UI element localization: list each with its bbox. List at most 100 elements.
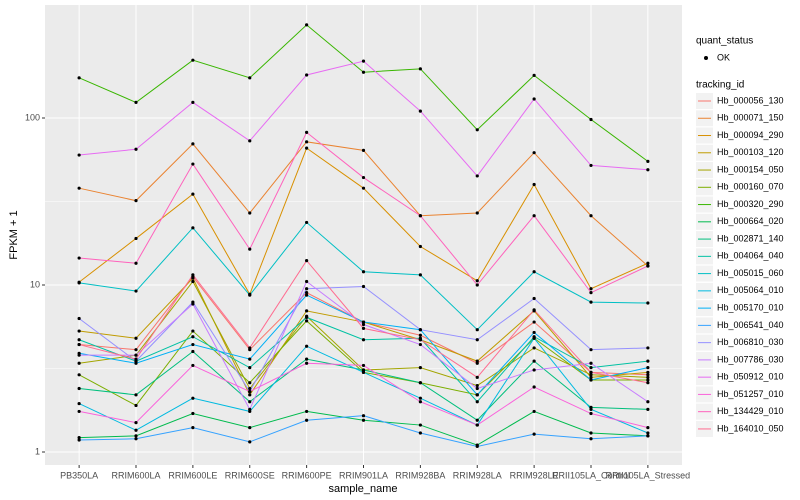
point (77, 409, 81, 414)
point (646, 373, 650, 377)
point (532, 151, 536, 155)
y-axis-title: FPKM + 1 (8, 210, 20, 259)
point (134, 434, 138, 438)
point (361, 370, 366, 374)
point (248, 346, 252, 350)
point (77, 76, 81, 80)
point (305, 23, 309, 27)
point (418, 366, 422, 370)
point (77, 342, 81, 347)
point (418, 381, 422, 385)
point (191, 226, 195, 230)
x-tick-label: RRIM600LA (111, 470, 160, 480)
point (191, 273, 195, 277)
legend-label: Hb_000664_020 (717, 216, 784, 226)
point (191, 192, 195, 196)
point (418, 400, 422, 404)
point (589, 300, 593, 304)
point (305, 291, 309, 295)
point (418, 333, 422, 337)
point (532, 432, 536, 436)
point (361, 186, 366, 190)
point (305, 293, 309, 297)
point (77, 401, 81, 406)
point (77, 281, 81, 285)
point (589, 361, 593, 365)
point (532, 97, 536, 101)
point (361, 320, 366, 324)
x-tick-label: RRIM600SE (225, 470, 275, 480)
point (589, 370, 593, 374)
point (361, 70, 366, 74)
point (646, 159, 650, 163)
point (191, 142, 195, 146)
point (361, 270, 366, 274)
point (248, 426, 252, 430)
legend-label: Hb_164010_050 (717, 423, 784, 433)
point (191, 100, 195, 105)
legend-label: Hb_000160_070 (717, 182, 784, 192)
point (191, 426, 195, 430)
point (77, 316, 81, 321)
point (361, 368, 366, 372)
point (589, 407, 593, 411)
point (191, 363, 195, 368)
point (248, 139, 252, 143)
point (418, 423, 422, 427)
point (77, 153, 81, 157)
point (248, 393, 252, 397)
point (418, 396, 422, 400)
x-axis-title: sample_name (328, 483, 397, 495)
point (134, 357, 138, 361)
point (475, 375, 479, 379)
legend-label: Hb_002871_140 (717, 233, 784, 243)
x-tick-label: RRIM928LA (453, 470, 502, 480)
point (646, 378, 650, 382)
point (589, 348, 593, 352)
x-tick-label: RRIM600PE (282, 470, 332, 480)
point (475, 423, 479, 427)
legend-key (704, 56, 708, 60)
point (646, 346, 650, 350)
point (475, 393, 479, 397)
point (532, 308, 536, 312)
point (191, 411, 195, 416)
point (191, 279, 195, 284)
point (134, 348, 138, 352)
point (418, 214, 422, 218)
point (475, 386, 479, 391)
legend-label: Hb_000056_130 (717, 95, 784, 105)
point (191, 335, 195, 339)
point (305, 344, 309, 348)
point (361, 175, 366, 180)
point (646, 264, 650, 268)
point (532, 182, 536, 187)
legend-label: Hb_000094_290 (717, 130, 784, 140)
point (77, 438, 81, 442)
point (77, 353, 81, 357)
legend-label: Hb_000103_120 (717, 147, 784, 157)
point (77, 186, 81, 190)
point (475, 338, 479, 342)
x-tick-label: RRIM928LE (510, 470, 559, 480)
legend-label: OK (717, 52, 730, 62)
point (248, 211, 252, 215)
point (305, 309, 309, 313)
point (134, 289, 138, 293)
point (77, 338, 81, 342)
point (532, 73, 536, 77)
point (361, 418, 366, 422)
point (361, 284, 366, 289)
point (191, 58, 195, 62)
point (305, 361, 309, 365)
point (646, 359, 650, 363)
point (589, 117, 593, 122)
point (134, 261, 138, 265)
point (248, 293, 252, 297)
point (191, 302, 195, 306)
legend-label: Hb_000320_290 (717, 199, 784, 209)
legend-title: tracking_id (696, 80, 744, 91)
point (134, 437, 138, 441)
point (589, 214, 593, 218)
